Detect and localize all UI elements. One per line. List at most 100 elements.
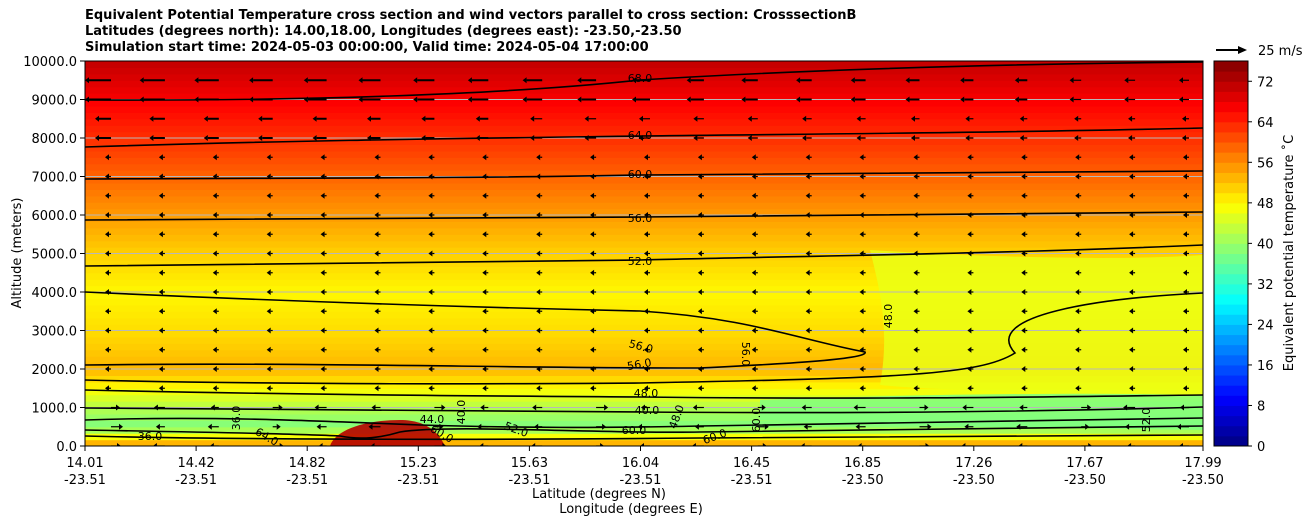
wind-vector-head: [644, 366, 648, 372]
wind-vector-head: [859, 231, 864, 238]
wind-vector-head: [697, 192, 702, 199]
wind-vector-head: [477, 423, 482, 430]
field-band: [85, 182, 1203, 190]
wind-vector-head: [913, 385, 918, 392]
wind-vector-head: [961, 443, 966, 446]
wind-vector-head: [1074, 115, 1079, 122]
wind-vector-head: [1183, 212, 1187, 218]
wind-vector-head: [1179, 77, 1183, 84]
wind-vector-head: [590, 250, 595, 257]
wind-vector-head: [358, 77, 363, 84]
field-band: [85, 253, 1203, 261]
wind-vector-head: [1021, 289, 1026, 295]
wind-vector-head: [590, 231, 595, 238]
wind-vector-head: [913, 250, 918, 257]
title-line-1: Equivalent Potential Temperature cross s…: [85, 8, 857, 23]
wind-vector-head: [153, 404, 158, 411]
field-band: [85, 105, 1203, 113]
wind-vector-head: [116, 404, 120, 411]
wind-vector-head: [534, 423, 539, 430]
field-band: [85, 170, 1203, 178]
wind-vector-head: [1021, 269, 1026, 276]
wind-vector-head: [1179, 96, 1183, 103]
colorbar-segment: [1214, 283, 1248, 295]
wind-vector-head: [367, 135, 371, 141]
wind-vector-head: [856, 135, 861, 141]
wind-vector-head: [967, 231, 972, 238]
wind-vector-head: [249, 77, 254, 84]
wind-vector-head: [600, 443, 605, 446]
wind-vector-head: [805, 250, 810, 257]
colorbar-segment: [1214, 395, 1248, 406]
wind-vector-head: [158, 327, 163, 334]
wind-vector-head: [413, 77, 418, 84]
contour-line: [85, 211, 1203, 221]
field-band: [85, 272, 1203, 280]
wind-vectors: [85, 77, 1189, 446]
wind-vector-head: [751, 308, 756, 315]
wind-vector-head: [800, 443, 805, 446]
wind-vector-head: [279, 443, 284, 446]
wind-vector-head: [644, 308, 648, 315]
wind-vector-head: [158, 250, 163, 257]
wind-vector-head: [965, 135, 970, 141]
wind-vector-head: [644, 192, 648, 199]
wind-vector-head: [532, 404, 537, 411]
y-tick-label: 2000.0: [32, 363, 78, 378]
wind-vector-head: [857, 443, 862, 446]
wind-vector-head: [1179, 443, 1183, 446]
wind-vector-head: [967, 327, 972, 334]
wind-vector-head: [691, 443, 696, 446]
wind-vector-head: [149, 115, 154, 122]
wind-vector-head: [367, 115, 371, 122]
colorbar-segment: [1214, 344, 1248, 356]
wind-vector-head: [697, 212, 702, 218]
wind-vector-head: [1019, 115, 1024, 122]
wind-vector-head: [358, 96, 363, 103]
contour-line: [85, 170, 1203, 180]
field-band: [85, 279, 1203, 287]
colorbar-tick-label: 64: [1257, 116, 1274, 131]
wind-vector-head: [212, 212, 217, 218]
wind-vector-head: [602, 423, 607, 430]
wind-vector-head: [697, 154, 702, 161]
wind-vector-head: [482, 366, 487, 372]
wind-vector-head: [441, 404, 446, 411]
wind-vector-head: [1019, 135, 1024, 141]
wind-vector-head: [805, 269, 810, 276]
contour-label: 36.0: [230, 406, 243, 431]
field-band: [85, 189, 1203, 197]
wind-vector-head: [439, 423, 444, 430]
wind-vector-head: [1021, 366, 1026, 372]
wind-vector-head: [1019, 404, 1024, 411]
contour-label: 56.0: [739, 342, 752, 367]
field-band: [85, 93, 1203, 101]
theta-e-field: [85, 61, 1203, 446]
wind-vector-head: [751, 192, 756, 199]
wind-vector-head: [212, 173, 217, 180]
wind-vector-head: [632, 77, 636, 84]
wind-vector-head: [152, 443, 157, 446]
wind-vector-head: [320, 327, 325, 334]
wind-vector-head: [1075, 269, 1080, 276]
wind-vector-head: [805, 173, 810, 180]
wind-vector-head: [1129, 154, 1134, 161]
colorbar-segment: [1214, 243, 1248, 254]
wind-vector-head: [805, 346, 810, 353]
colorbar-segment: [1214, 71, 1248, 82]
field-band: [85, 99, 1203, 107]
wind-vector-head: [1123, 404, 1128, 411]
wind-vector-head: [859, 385, 864, 392]
wind-vector-head: [266, 327, 271, 334]
wind-vector-head: [266, 289, 271, 295]
field-band: [85, 61, 1203, 69]
wind-vector-head: [965, 115, 970, 122]
wind-vector-head: [913, 289, 918, 295]
wind-vector-head: [1021, 250, 1026, 257]
field-band: [85, 343, 1203, 351]
wind-vector-head: [212, 346, 217, 353]
colorbar-segment: [1214, 142, 1248, 153]
wind-vector-head: [314, 404, 319, 411]
wind-vector-head: [428, 154, 433, 161]
wind-vector-head: [590, 327, 595, 334]
